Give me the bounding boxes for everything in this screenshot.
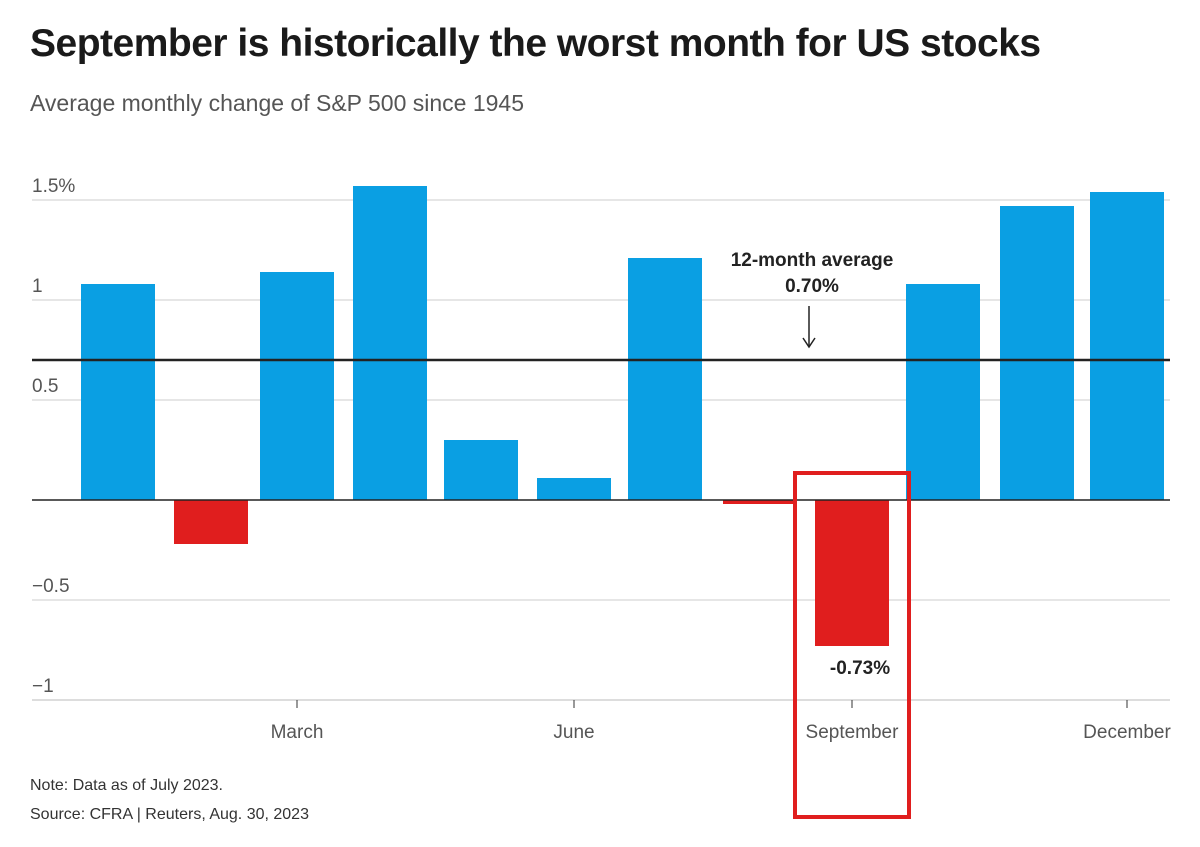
y-tick-label: −0.5 bbox=[32, 576, 70, 597]
chart-title: September is historically the worst mont… bbox=[30, 22, 1041, 65]
bar-september bbox=[815, 500, 889, 646]
bar-may bbox=[444, 440, 518, 500]
chart-note: Note: Data as of July 2023. bbox=[30, 777, 223, 794]
y-tick-label: −1 bbox=[32, 676, 54, 697]
bar-march bbox=[260, 272, 334, 500]
x-tick-label: March bbox=[271, 722, 324, 743]
chart-subtitle: Average monthly change of S&P 500 since … bbox=[30, 90, 524, 116]
bar-april bbox=[353, 186, 427, 500]
average-value-label: 0.70% bbox=[785, 276, 839, 297]
bar-january bbox=[81, 284, 155, 500]
x-tick-label: June bbox=[553, 722, 594, 743]
x-tick-label: September bbox=[806, 722, 900, 743]
bar-december bbox=[1090, 192, 1164, 500]
y-tick-label: 1 bbox=[32, 276, 43, 297]
chart-source: Source: CFRA | Reuters, Aug. 30, 2023 bbox=[30, 806, 309, 823]
bar-november bbox=[1000, 206, 1074, 500]
bar-october bbox=[906, 284, 980, 500]
y-tick-label: 1.5% bbox=[32, 176, 75, 197]
bar-june bbox=[537, 478, 611, 500]
bar-august bbox=[723, 500, 797, 504]
september-data-label: -0.73% bbox=[830, 658, 890, 679]
september-highlight-box bbox=[793, 471, 911, 819]
bar-july bbox=[628, 258, 702, 500]
bar-february bbox=[174, 500, 248, 544]
x-tick-label: December bbox=[1083, 722, 1171, 743]
arrow-down-head-icon bbox=[802, 337, 816, 349]
y-tick-label: 0.5 bbox=[32, 376, 58, 397]
average-label: 12-month average bbox=[731, 250, 894, 271]
